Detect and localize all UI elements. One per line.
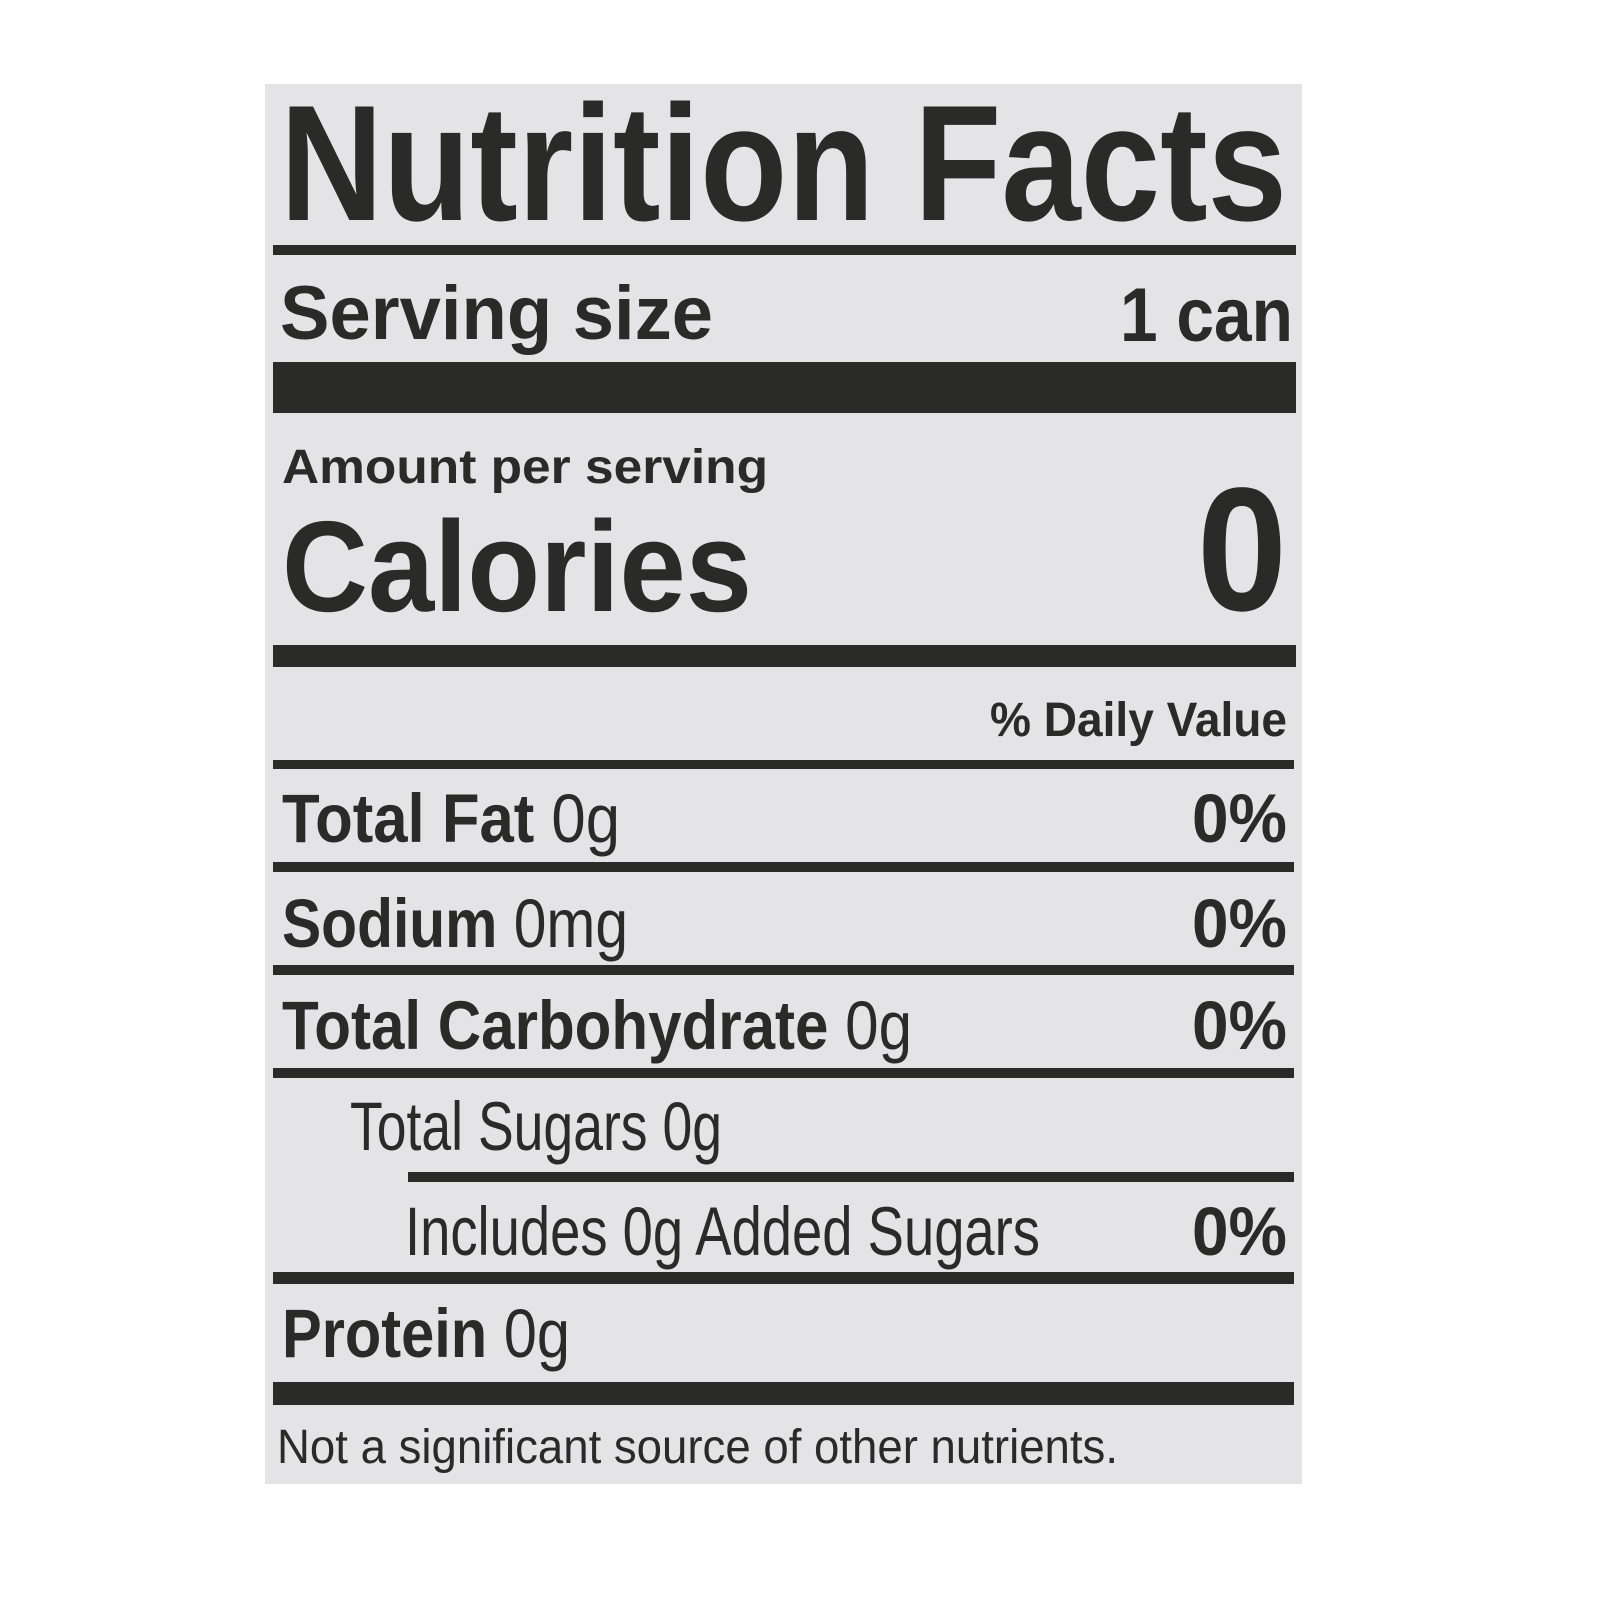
nutrition-facts-label (265, 84, 1302, 1484)
footnote: Not a significant source of other nutrie… (277, 1421, 1118, 1474)
divider (273, 862, 1294, 872)
nutrient-dv: 0% (1192, 987, 1287, 1064)
nutrient-name: Sodium (282, 885, 498, 962)
nutrient-row-total-sugars: Total Sugars 0g (350, 1092, 722, 1161)
calories-value: 0 (1197, 452, 1287, 648)
nutrient-row-added-sugars: Includes 0g Added Sugars (405, 1193, 1040, 1270)
nutrient-amount: 0g (503, 1295, 570, 1372)
nutrient-name: Protein (282, 1295, 488, 1372)
label-title: Nutrition Facts (280, 71, 1287, 255)
thick-divider (273, 1382, 1294, 1405)
nutrient-amount: 0g (662, 1088, 722, 1165)
divider (273, 760, 1294, 769)
thick-divider (273, 362, 1296, 413)
nutrient-row-protein: Protein 0g (282, 1299, 570, 1368)
divider (273, 245, 1296, 255)
nutrient-row-total-fat: Total Fat 0g (282, 784, 620, 853)
medium-divider (273, 645, 1296, 667)
calories-label: Calories (282, 495, 752, 639)
daily-value-header: % Daily Value (990, 694, 1287, 747)
serving-size-value: 1 can (1120, 273, 1293, 358)
divider (408, 1172, 1294, 1182)
nutrient-name: Total Sugars (350, 1088, 648, 1165)
divider (273, 1068, 1294, 1078)
divider (273, 965, 1294, 975)
nutrient-amount: 0g (551, 780, 620, 857)
serving-size-label: Serving size (280, 271, 713, 356)
nutrient-dv: 0% (1192, 780, 1287, 857)
amount-per-serving: Amount per serving (282, 441, 768, 494)
divider (273, 1272, 1294, 1284)
nutrient-row-sodium: Sodium 0mg (282, 889, 628, 958)
nutrient-amount: 0mg (513, 885, 628, 962)
nutrient-row-total-carbohydrate: Total Carbohydrate 0g (282, 991, 912, 1060)
nutrient-dv: 0% (1192, 1193, 1287, 1270)
nutrient-dv: 0% (1192, 885, 1287, 962)
nutrient-name: Total Carbohydrate (282, 987, 829, 1064)
nutrient-name: Total Fat (282, 780, 535, 857)
nutrient-amount: 0g (845, 987, 912, 1064)
